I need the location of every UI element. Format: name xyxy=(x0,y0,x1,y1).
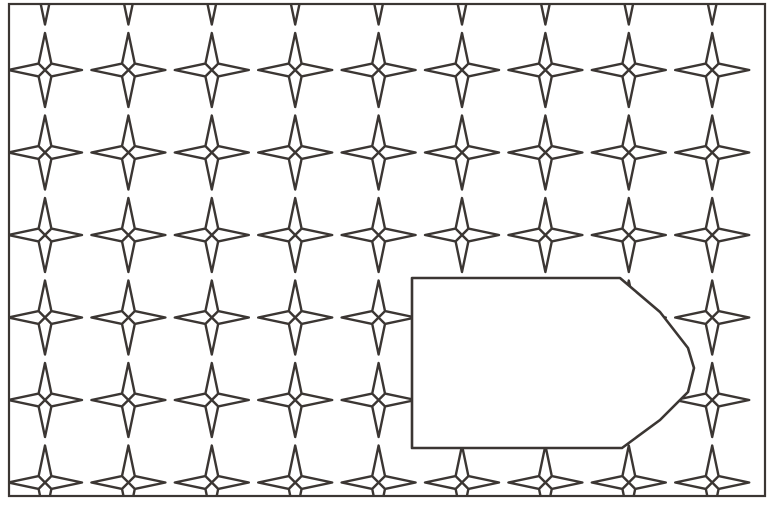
star-motif xyxy=(674,279,751,356)
star-motif xyxy=(9,196,84,274)
star-motif xyxy=(423,31,501,109)
star-motif xyxy=(507,196,584,274)
star-motif xyxy=(9,114,84,191)
star-motif-partial xyxy=(289,4,301,26)
star-motif xyxy=(9,31,84,109)
star-motif xyxy=(173,279,250,356)
star-motif xyxy=(90,361,167,439)
star-motif-partial xyxy=(539,4,551,26)
star-motif xyxy=(423,114,501,191)
star-motif xyxy=(173,361,250,439)
star-motif xyxy=(257,114,334,191)
star-motif xyxy=(590,196,667,274)
star-motif xyxy=(173,31,250,109)
star-motif xyxy=(257,196,334,274)
star-motif xyxy=(590,114,667,191)
star-motif xyxy=(674,114,751,191)
star-motif-partial xyxy=(206,4,218,26)
star-motif xyxy=(674,444,751,496)
star-motif xyxy=(507,31,584,109)
star-motif-partial xyxy=(706,4,718,26)
star-motif xyxy=(90,196,167,274)
star-motif xyxy=(674,196,751,274)
star-motif xyxy=(9,361,84,439)
star-motif xyxy=(590,31,667,109)
star-motif xyxy=(90,444,167,496)
blank-label-box xyxy=(410,276,696,450)
star-motif xyxy=(340,196,417,274)
star-motif xyxy=(9,444,84,496)
star-motif xyxy=(90,114,167,191)
outer-border xyxy=(7,2,767,498)
star-motif xyxy=(257,279,334,356)
star-motif-partial xyxy=(373,4,385,26)
star-motif-partial xyxy=(623,4,635,26)
star-motif xyxy=(340,114,417,191)
star-motif-partial xyxy=(122,4,134,26)
star-motif xyxy=(257,444,334,496)
star-motif xyxy=(507,114,584,191)
star-motif xyxy=(173,114,250,191)
star-motif xyxy=(340,444,417,496)
star-motif xyxy=(674,31,751,109)
star-motif xyxy=(90,31,167,109)
star-motif-partial xyxy=(39,4,51,26)
star-motif xyxy=(423,444,501,496)
star-motif-partial xyxy=(456,4,468,26)
star-motif xyxy=(257,31,334,109)
star-motif xyxy=(90,279,167,356)
star-motif xyxy=(590,444,667,496)
star-motif xyxy=(340,31,417,109)
star-motif xyxy=(507,444,584,496)
star-motif xyxy=(423,196,501,274)
star-motif xyxy=(9,279,84,356)
star-motif xyxy=(173,196,250,274)
star-motif xyxy=(340,279,417,356)
star-motif xyxy=(173,444,250,496)
star-motif xyxy=(674,361,751,439)
star-motif xyxy=(257,361,334,439)
star-motif xyxy=(340,361,417,439)
